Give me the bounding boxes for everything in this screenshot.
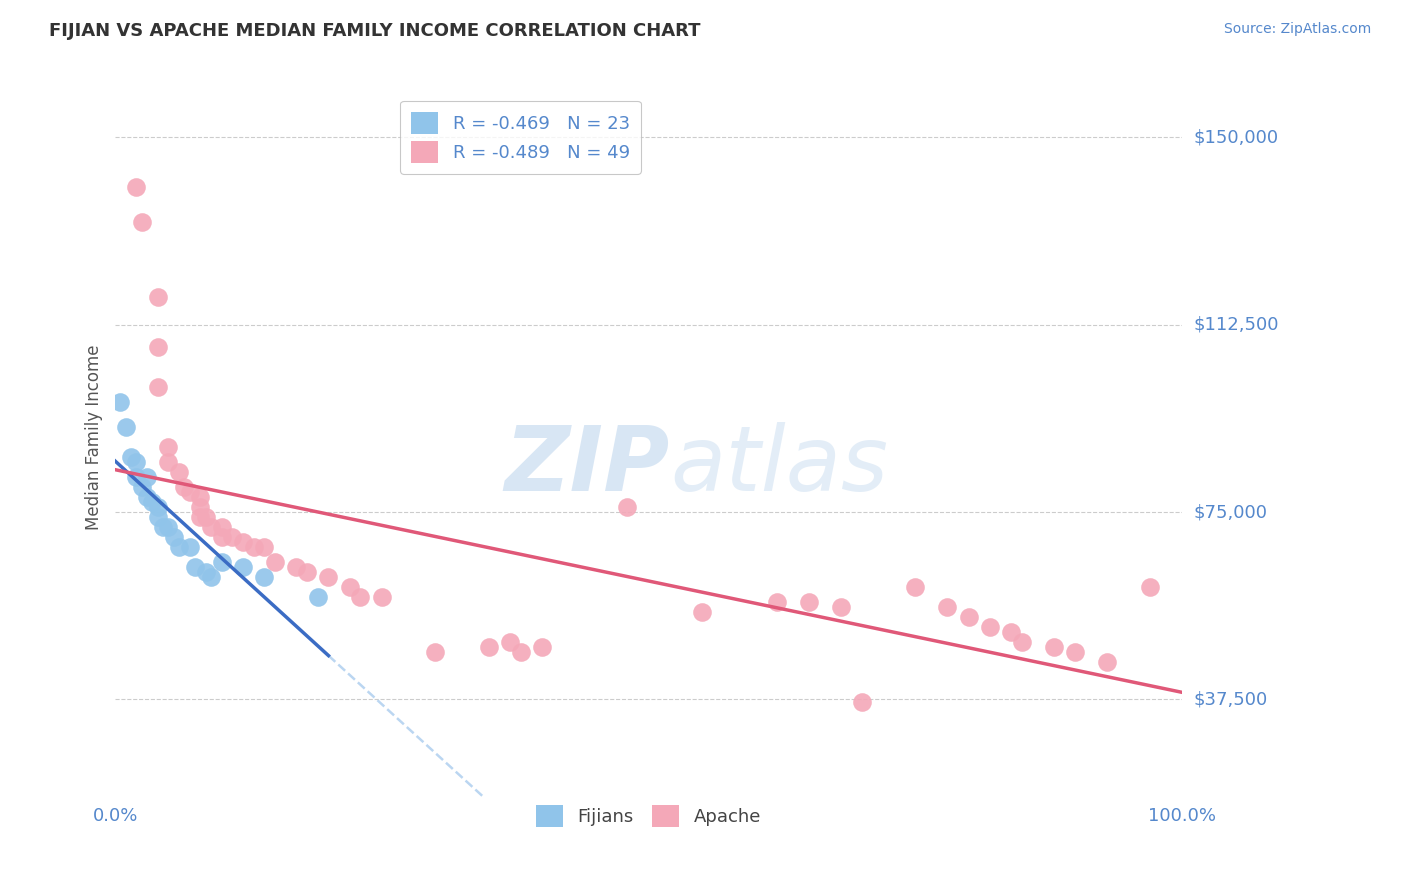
Point xyxy=(146,510,169,524)
Text: ZIP: ZIP xyxy=(505,422,669,510)
Point xyxy=(295,565,318,579)
Point xyxy=(979,620,1001,634)
Point xyxy=(1043,640,1066,654)
Point xyxy=(1139,580,1161,594)
Point xyxy=(152,520,174,534)
Point xyxy=(232,560,254,574)
Point xyxy=(349,590,371,604)
Point xyxy=(221,530,243,544)
Point xyxy=(146,290,169,304)
Text: $75,000: $75,000 xyxy=(1194,503,1267,521)
Point xyxy=(136,490,159,504)
Point xyxy=(163,530,186,544)
Point xyxy=(167,540,190,554)
Point xyxy=(243,540,266,554)
Point xyxy=(1000,624,1022,639)
Point xyxy=(1097,655,1119,669)
Point xyxy=(179,540,201,554)
Point xyxy=(131,215,153,229)
Point xyxy=(190,500,212,514)
Point xyxy=(530,640,553,654)
Point xyxy=(194,510,217,524)
Point xyxy=(253,540,276,554)
Text: atlas: atlas xyxy=(669,422,887,510)
Point xyxy=(851,695,873,709)
Point xyxy=(125,180,148,194)
Point xyxy=(200,520,222,534)
Point xyxy=(371,590,394,604)
Text: Source: ZipAtlas.com: Source: ZipAtlas.com xyxy=(1223,22,1371,37)
Point xyxy=(190,490,212,504)
Point xyxy=(307,590,329,604)
Point xyxy=(125,455,148,469)
Point xyxy=(167,465,190,479)
Point xyxy=(211,555,233,569)
Text: $37,500: $37,500 xyxy=(1194,690,1267,708)
Point xyxy=(765,595,787,609)
Point xyxy=(499,635,522,649)
Point xyxy=(136,470,159,484)
Point xyxy=(232,535,254,549)
Point xyxy=(690,605,713,619)
Point xyxy=(146,340,169,354)
Point xyxy=(318,570,340,584)
Point xyxy=(194,565,217,579)
Point xyxy=(184,560,207,574)
Point xyxy=(125,470,148,484)
Point xyxy=(157,455,180,469)
Point xyxy=(936,599,959,614)
Point xyxy=(114,420,136,434)
Point xyxy=(339,580,361,594)
Point xyxy=(1011,635,1033,649)
Point xyxy=(477,640,499,654)
Point xyxy=(957,610,980,624)
Point xyxy=(211,530,233,544)
Point xyxy=(131,480,153,494)
Point xyxy=(190,510,212,524)
Text: $150,000: $150,000 xyxy=(1194,128,1278,146)
Text: FIJIAN VS APACHE MEDIAN FAMILY INCOME CORRELATION CHART: FIJIAN VS APACHE MEDIAN FAMILY INCOME CO… xyxy=(49,22,700,40)
Point xyxy=(110,395,132,409)
Legend: Fijians, Apache: Fijians, Apache xyxy=(529,798,768,835)
Point xyxy=(200,570,222,584)
Point xyxy=(264,555,287,569)
Point xyxy=(173,480,195,494)
Point xyxy=(830,599,852,614)
Point xyxy=(509,645,531,659)
Point xyxy=(146,380,169,394)
Point xyxy=(425,645,447,659)
Point xyxy=(1064,645,1087,659)
Text: $112,500: $112,500 xyxy=(1194,316,1278,334)
Point xyxy=(120,450,142,464)
Point xyxy=(157,520,180,534)
Point xyxy=(157,440,180,454)
Point xyxy=(616,500,638,514)
Point xyxy=(904,580,927,594)
Point xyxy=(797,595,820,609)
Point xyxy=(253,570,276,584)
Y-axis label: Median Family Income: Median Family Income xyxy=(86,344,103,530)
Point xyxy=(146,500,169,514)
Point xyxy=(141,495,163,509)
Point xyxy=(285,560,308,574)
Point xyxy=(211,520,233,534)
Point xyxy=(179,485,201,500)
